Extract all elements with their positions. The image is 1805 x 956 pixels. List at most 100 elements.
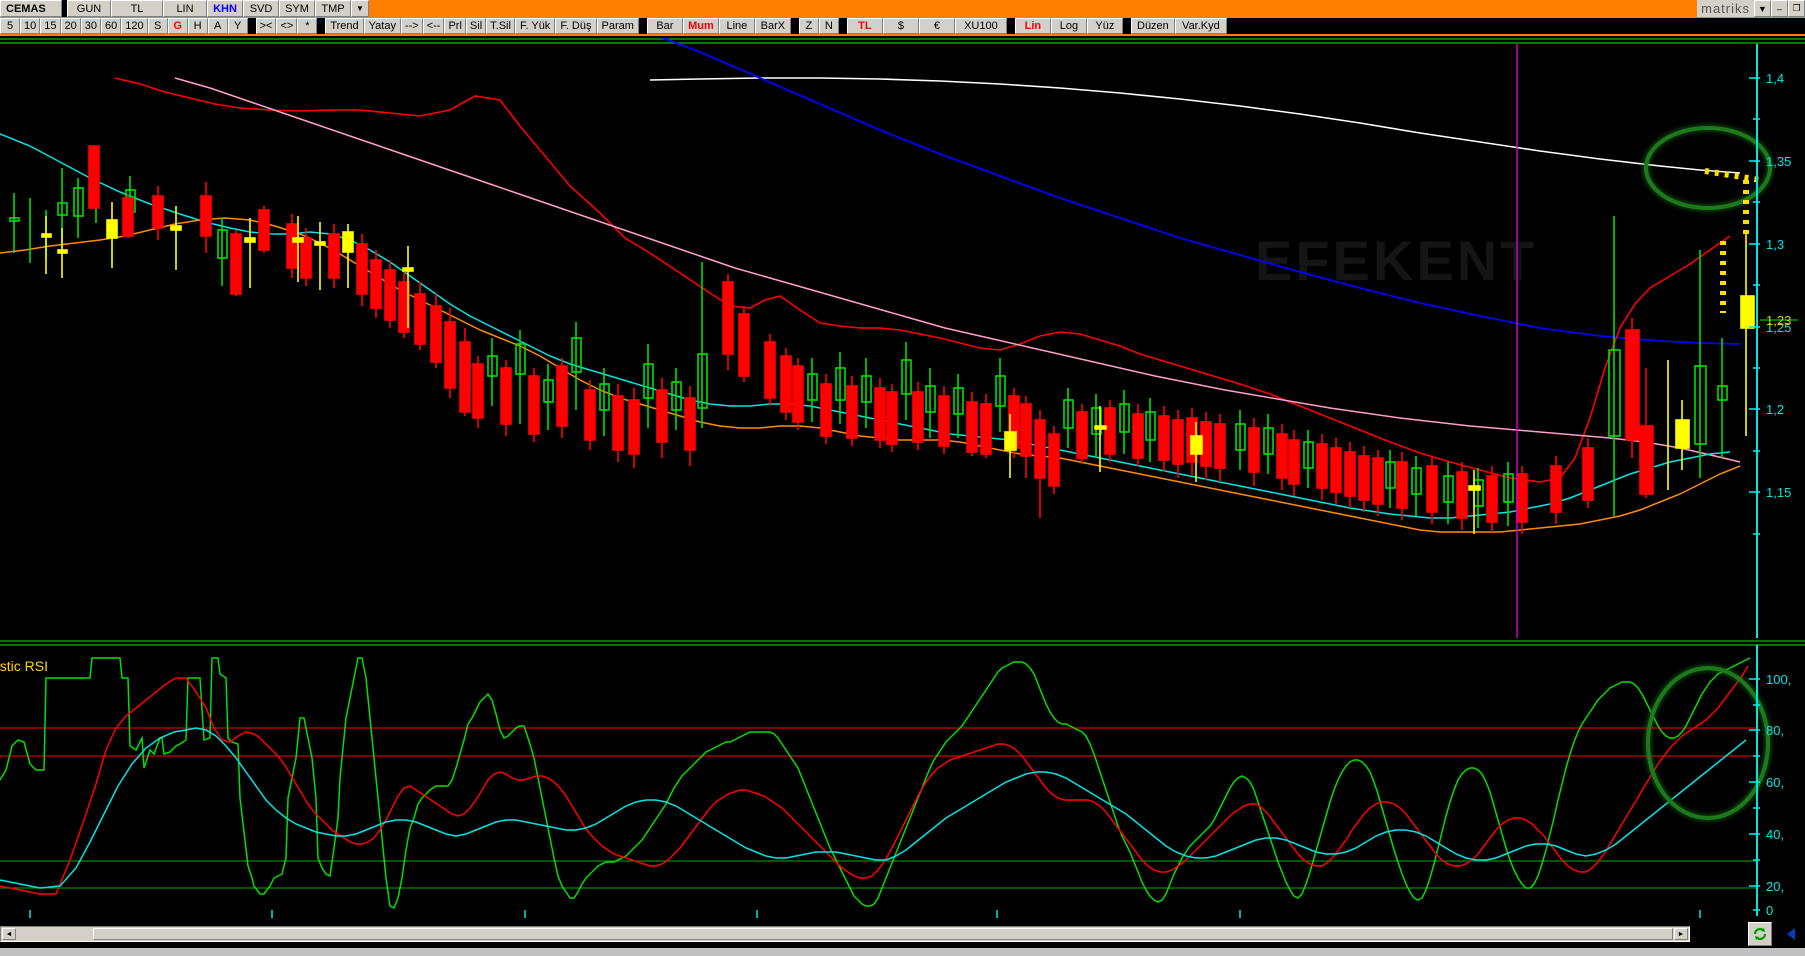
zoom-out-button[interactable]: >< bbox=[255, 18, 277, 34]
status-bar: ◄ ► bbox=[0, 918, 1805, 956]
period-20[interactable]: 20 bbox=[60, 18, 81, 34]
status-gutter bbox=[0, 948, 1805, 956]
price-tick-120: 1,2 bbox=[1766, 402, 1784, 417]
toolbar-separator bbox=[790, 18, 799, 34]
fib-down-button[interactable]: F. Düş bbox=[555, 18, 597, 34]
period-button-gun[interactable]: GUN bbox=[67, 0, 111, 17]
scale-percent-button[interactable]: Yüz bbox=[1086, 18, 1123, 34]
charttype-candle-button[interactable]: Mum bbox=[682, 18, 719, 34]
panel-top-border bbox=[0, 38, 1805, 44]
symbol-field[interactable]: CEMAS bbox=[0, 0, 62, 17]
unit-button-tl[interactable]: TL bbox=[111, 0, 163, 17]
rsi-series-signal bbox=[0, 665, 1749, 895]
period-10[interactable]: 10 bbox=[20, 18, 41, 34]
delete-all-button[interactable]: T.Sil bbox=[486, 18, 515, 34]
annotation-projected-path bbox=[1704, 168, 1761, 313]
period-60[interactable]: 60 bbox=[101, 18, 122, 34]
panel-divider bbox=[0, 640, 1805, 646]
parameters-button[interactable]: Param bbox=[596, 18, 639, 34]
price-tick-125: 1,25 bbox=[1766, 320, 1791, 335]
mode-y[interactable]: Y bbox=[227, 18, 248, 34]
currency-eur-button[interactable]: € bbox=[918, 18, 955, 34]
price-tick-140: 1,4 bbox=[1766, 71, 1784, 86]
back-arrow-icon-glyph bbox=[1787, 928, 1795, 940]
currency-tl-button[interactable]: TL bbox=[846, 18, 883, 34]
scroll-right-arrow-icon[interactable]: ► bbox=[1674, 928, 1688, 940]
period-15[interactable]: 15 bbox=[40, 18, 61, 34]
draw-arrow-right-button[interactable]: --> bbox=[400, 18, 423, 34]
ma-line-blue bbox=[660, 38, 1741, 345]
view-button-sym[interactable]: SYM bbox=[279, 0, 315, 17]
refresh-icon-glyph bbox=[1753, 928, 1767, 940]
rsi-tick-20: 20, bbox=[1766, 879, 1784, 894]
draw-arrow-left-button[interactable]: <-- bbox=[422, 18, 445, 34]
mode-h[interactable]: H bbox=[187, 18, 208, 34]
rsi-tick-80: 80, bbox=[1766, 723, 1784, 738]
delete-button[interactable]: Sil bbox=[465, 18, 487, 34]
price-tick-135: 1,35 bbox=[1766, 154, 1791, 169]
rsi-tick-40: 40, bbox=[1766, 827, 1784, 842]
app-logo-text: matriks bbox=[1701, 1, 1750, 16]
view-button-svd[interactable]: SVD bbox=[243, 0, 279, 17]
chevron-down-icon[interactable]: ▼ bbox=[351, 0, 369, 17]
charttype-bar-button[interactable]: Bar bbox=[646, 18, 683, 34]
back-arrow-icon[interactable] bbox=[1780, 922, 1804, 946]
horizontal-scrollbar[interactable]: ◄ ► bbox=[0, 926, 1690, 942]
index-xu100-button[interactable]: XU100 bbox=[954, 18, 1007, 34]
chevron-down-icon[interactable]: ▼ bbox=[1754, 0, 1771, 17]
ma-line-white bbox=[649, 77, 1741, 174]
zoom-n-button[interactable]: N bbox=[818, 18, 839, 34]
ma-line-pink bbox=[174, 77, 1741, 463]
scale-log-button[interactable]: Log bbox=[1050, 18, 1087, 34]
annotation-ellipse-resistance bbox=[1644, 126, 1772, 210]
draw-horizontal-button[interactable]: Yatay bbox=[363, 18, 401, 34]
period-120[interactable]: 120 bbox=[121, 18, 148, 34]
save-variant-button[interactable]: Var.Kyd bbox=[1174, 18, 1227, 34]
toolbar-separator bbox=[638, 18, 647, 34]
toolbar-separator bbox=[317, 18, 326, 34]
indicator-title: astic RSI bbox=[0, 658, 48, 674]
rsi-axis: 100, 80, 60, 40, 20, 0 bbox=[1749, 645, 1791, 918]
toolbar-row-1: CEMAS GUN TL LIN KHN SVD SYM TMP ▼ matri… bbox=[0, 0, 1805, 18]
mode-g[interactable]: G bbox=[167, 18, 188, 34]
scale-button-lin[interactable]: LIN bbox=[163, 0, 207, 17]
fib-up-button[interactable]: F. Yük bbox=[514, 18, 556, 34]
toolbar-filler bbox=[1226, 18, 1805, 34]
scroll-left-arrow-icon[interactable]: ◄ bbox=[2, 928, 16, 940]
currency-usd-button[interactable]: $ bbox=[882, 18, 919, 34]
refresh-icon[interactable] bbox=[1748, 922, 1772, 946]
app-logo: matriks bbox=[1697, 0, 1754, 17]
restore-button[interactable]: ❐ bbox=[1788, 0, 1805, 17]
edit-button[interactable]: Düzen bbox=[1130, 18, 1175, 34]
period-30[interactable]: 30 bbox=[80, 18, 101, 34]
toolbar-separator bbox=[1006, 18, 1015, 34]
view-button-tmp[interactable]: TMP bbox=[315, 0, 351, 17]
toolbar-separator bbox=[62, 0, 67, 17]
rsi-series-smoothed bbox=[0, 727, 1747, 889]
charttype-line-button[interactable]: Line bbox=[718, 18, 755, 34]
scale-lin-button[interactable]: Lin bbox=[1014, 18, 1051, 34]
draw-parallel-button[interactable]: Prl bbox=[444, 18, 466, 34]
toolbar-separator bbox=[838, 18, 847, 34]
minimize-button[interactable]: – bbox=[1771, 0, 1788, 17]
mode-s[interactable]: S bbox=[147, 18, 168, 34]
mode-a[interactable]: A bbox=[207, 18, 228, 34]
zoom-z-button[interactable]: Z bbox=[798, 18, 819, 34]
toolbar-filler bbox=[368, 0, 1698, 17]
draw-trend-button[interactable]: Trend bbox=[325, 18, 364, 34]
date-axis bbox=[29, 910, 1701, 918]
toolbar-row-2: 5 10 15 20 30 60 120 S G H A Y >< <> * T… bbox=[0, 18, 1805, 36]
rsi-tick-60: 60, bbox=[1766, 775, 1784, 790]
view-button-khn[interactable]: KHN bbox=[207, 0, 243, 17]
rsi-tick-100: 100, bbox=[1766, 672, 1791, 687]
ma-line-orange bbox=[0, 217, 1741, 533]
chart-canvas[interactable]: EFEKENT bbox=[0, 38, 1805, 918]
chart-watermark: EFEKENT bbox=[1255, 229, 1537, 292]
price-tick-last: 1,23 bbox=[1766, 313, 1791, 328]
charttype-barx-button[interactable]: BarX bbox=[754, 18, 791, 34]
rsi-tick-0: 0 bbox=[1766, 903, 1773, 918]
scrollbar-thumb[interactable] bbox=[93, 928, 1673, 940]
zoom-in-button[interactable]: <> bbox=[276, 18, 298, 34]
period-5[interactable]: 5 bbox=[0, 18, 20, 34]
zoom-reset-button[interactable]: * bbox=[297, 18, 318, 34]
